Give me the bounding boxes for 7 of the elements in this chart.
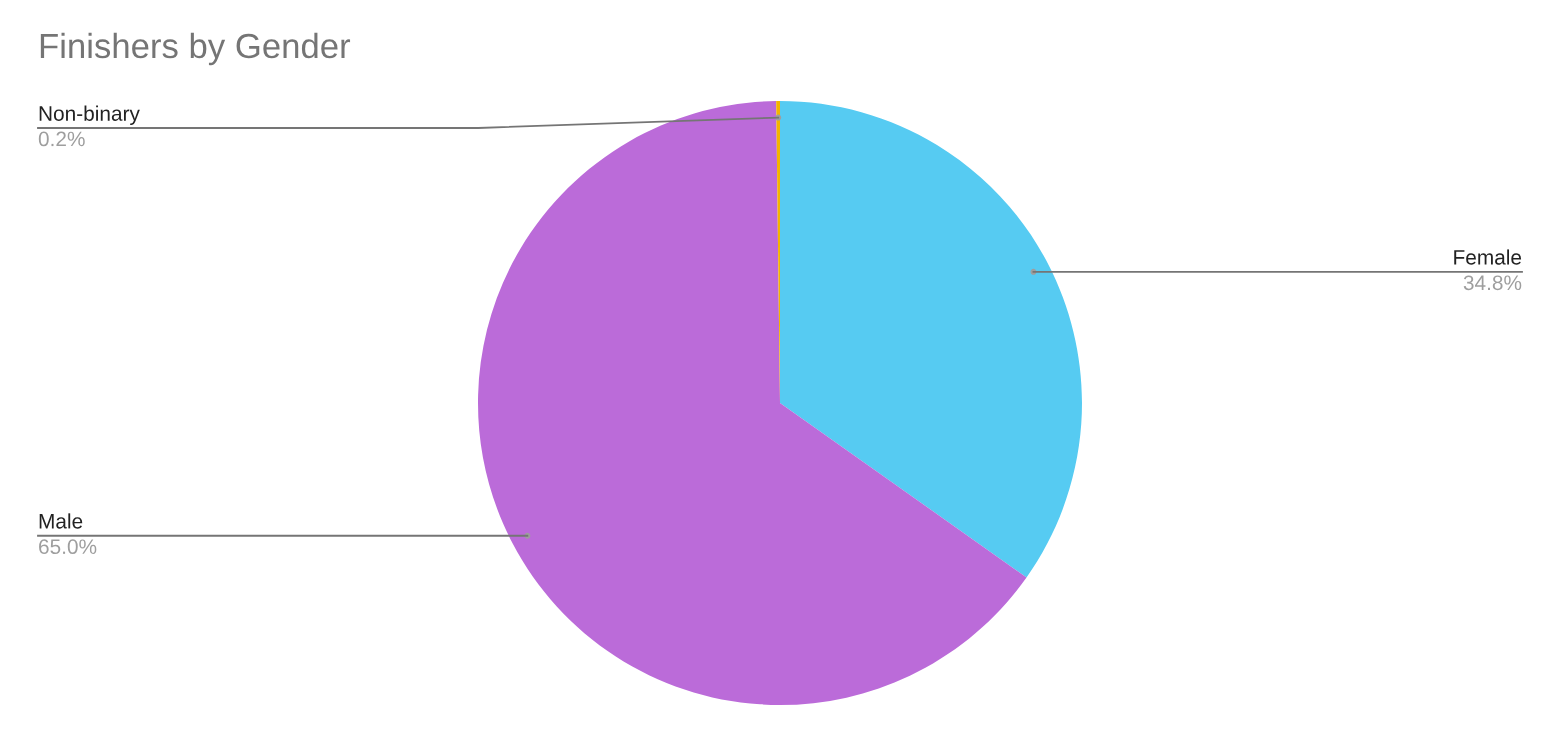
data-label: 65.0% [39, 539, 97, 555]
slice-label: Non-binary [39, 105, 140, 125]
chart-title: Finishers by Gender [40, 32, 351, 66]
data-label: 34.8% [1463, 275, 1522, 291]
slice-label: Male [39, 513, 83, 529]
data-label: 0.2% [38, 131, 85, 147]
slice-label: Female [1454, 249, 1522, 265]
